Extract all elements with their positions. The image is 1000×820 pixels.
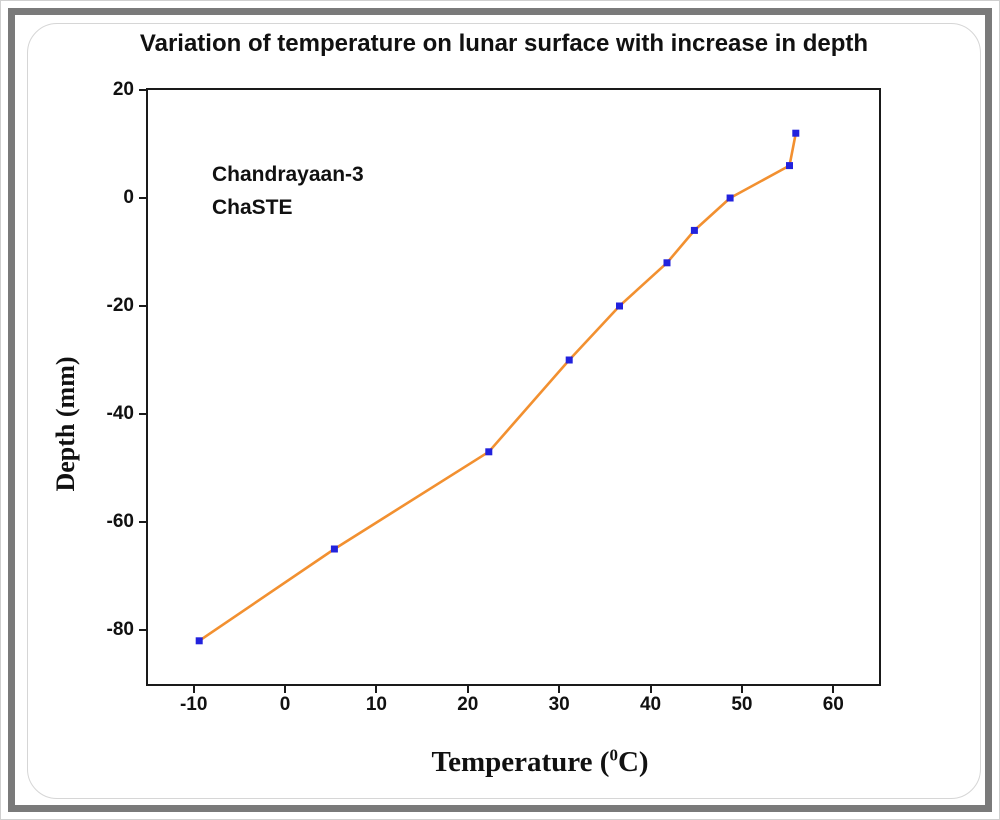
x-tick-label: -10	[179, 694, 208, 715]
data-point	[663, 259, 671, 267]
y-tick-label: -40	[106, 403, 134, 424]
data-point	[330, 545, 338, 553]
y-tick-mark	[139, 413, 146, 415]
x-axis-label: Temperature (0C)	[431, 745, 649, 778]
data-point	[786, 162, 793, 170]
x-tick-mark	[466, 686, 469, 693]
chart-title: Variation of temperature on lunar surfac…	[139, 30, 869, 57]
chart-canvas	[195, 129, 800, 645]
y-tick-label: -60	[106, 511, 134, 532]
y-tick-mark	[139, 197, 146, 199]
y-tick-label: -20	[106, 295, 134, 316]
data-point	[616, 302, 623, 310]
x-tick-label: 0	[279, 694, 291, 715]
x-tick-label: 40	[639, 694, 662, 715]
data-point	[565, 356, 573, 364]
data-point	[726, 194, 734, 202]
x-tick-mark	[649, 686, 652, 693]
y-tick-mark	[139, 305, 146, 307]
y-tick-label: -80	[106, 619, 134, 640]
annotation-line-1: Chandrayaan-3	[212, 163, 364, 186]
temperature-depth-line	[198, 132, 798, 642]
chart-card: Variation of temperature on lunar surfac…	[27, 23, 981, 799]
data-point	[690, 226, 698, 234]
degree-superscript: 0	[609, 745, 618, 765]
data-point	[485, 448, 493, 456]
x-tick-label: 20	[457, 694, 479, 715]
y-tick-mark	[139, 89, 146, 91]
x-tick-label: 30	[548, 694, 570, 715]
x-tick-mark	[832, 686, 835, 693]
y-tick-mark	[139, 521, 146, 523]
x-tick-mark	[558, 686, 561, 693]
plot-area: Chandrayaan-3 ChaSTE -10 0 10 20 30 40 50 60 20 0…	[107, 79, 881, 715]
data-point	[792, 129, 800, 137]
x-tick-mark	[284, 686, 287, 693]
annotation-line-2: ChaSTE	[212, 196, 293, 219]
x-tick-mark	[192, 686, 195, 693]
x-tick-mark	[375, 686, 378, 693]
y-axis-label: Depth (mm)	[51, 356, 80, 492]
x-tick-label: 60	[822, 694, 844, 715]
annotation: Chandrayaan-3 ChaSTE	[212, 158, 364, 224]
data-point	[195, 637, 203, 645]
y-tick-label: 20	[112, 79, 134, 100]
x-tick-label: 50	[731, 694, 753, 715]
x-tick-mark	[740, 686, 743, 693]
y-tick-mark	[139, 629, 146, 631]
y-tick-label: 0	[123, 187, 134, 208]
x-tick-label: 10	[365, 694, 388, 715]
